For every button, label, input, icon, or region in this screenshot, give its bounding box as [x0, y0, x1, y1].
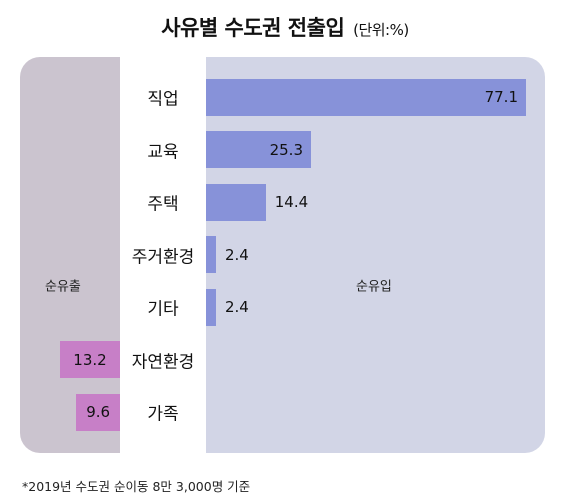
inflow-value-label: 77.1 [484, 88, 518, 106]
footnote: *2019년 수도권 순이동 8만 3,000명 기준 [22, 479, 251, 494]
category-label: 기타 [147, 299, 179, 320]
category-column [120, 57, 206, 453]
chart-title: 사유별 수도권 전출입 (단위:%) [0, 12, 570, 42]
category-label: 직업 [147, 89, 179, 110]
category-label: 주택 [147, 194, 179, 215]
inflow-value-label: 2.4 [224, 298, 249, 316]
inflow-value-label: 2.4 [224, 245, 249, 264]
outflow-label: 순유출 [45, 279, 81, 295]
inflow-bar [206, 236, 216, 273]
outflow-bar [60, 341, 120, 378]
category-label: 교육 [147, 142, 179, 162]
inflow-bar [206, 183, 266, 221]
inflow-bar [206, 131, 311, 168]
outflow-value-label: 13.2 [73, 350, 107, 369]
inflow-value-label: 25.3 [269, 140, 303, 159]
unit-label: (단위:%) [353, 21, 409, 39]
chart-title-text: 사유별 수도권 전출입 [161, 16, 345, 40]
inflow-bar [206, 78, 526, 116]
inflow-value-label: 14.4 [274, 193, 309, 211]
category-label: 자연환경 [131, 352, 195, 372]
category-label: 가족 [147, 404, 179, 425]
inflow-bar [206, 288, 216, 326]
category-label: 주거환경 [131, 247, 195, 267]
outflow-panel [20, 57, 120, 453]
inflow-panel [206, 57, 545, 453]
inflow-label: 순유입 [356, 279, 392, 295]
outflow-bar [76, 393, 120, 431]
outflow-value-label: 9.6 [86, 403, 111, 421]
